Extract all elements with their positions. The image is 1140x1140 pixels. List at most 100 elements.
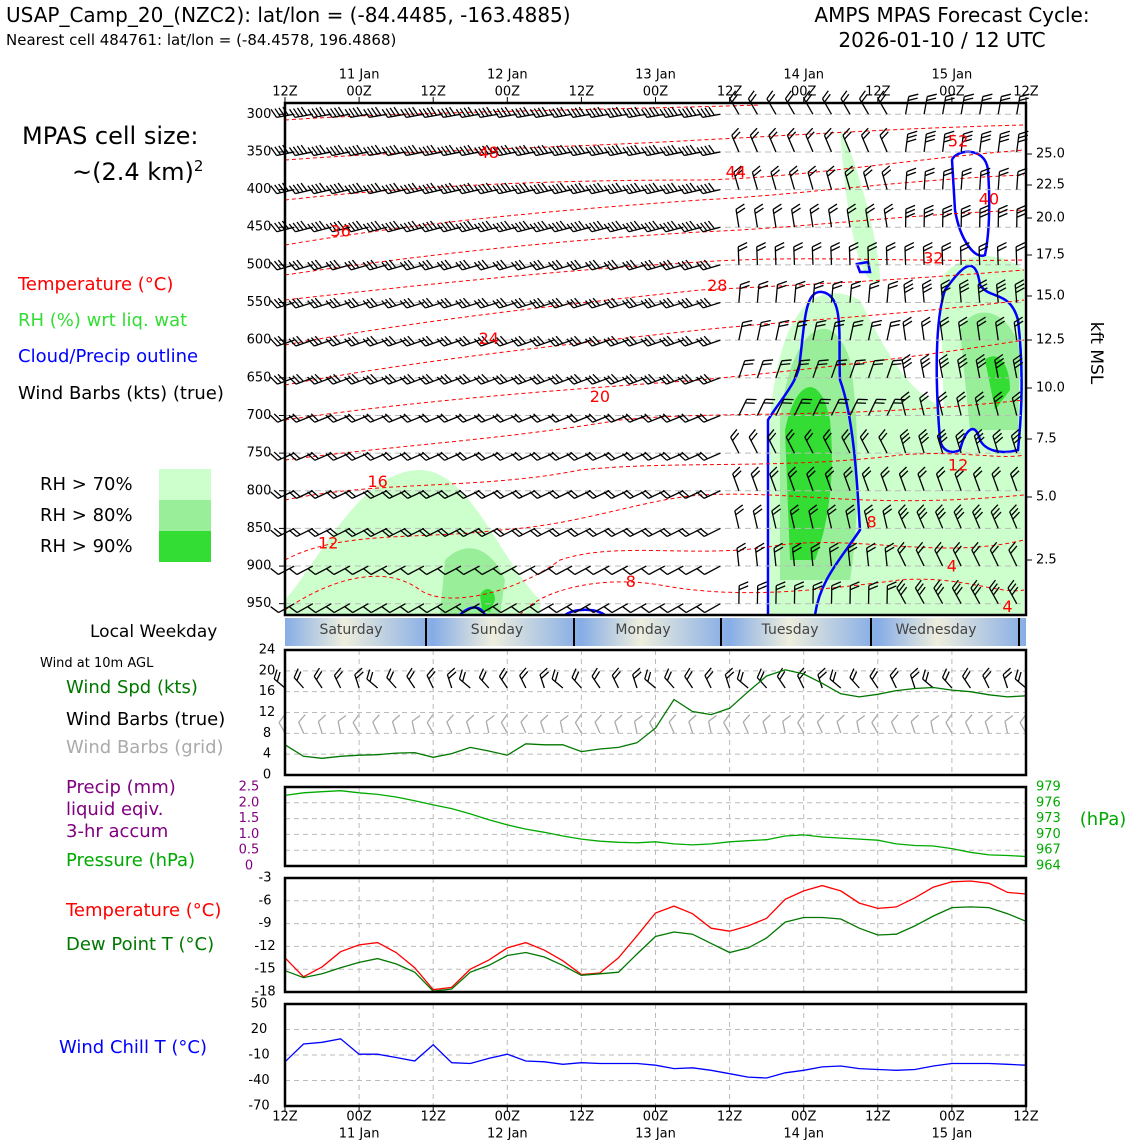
upper-wind-barb [529, 603, 554, 614]
barb-feather [311, 184, 319, 194]
barb-feather [381, 606, 391, 614]
barb-shaft [461, 113, 480, 119]
upper-wind-barb [511, 106, 536, 119]
barb-feather [399, 261, 408, 271]
barb-feather [566, 376, 575, 385]
upper-wind-barb [918, 428, 930, 454]
barb-feather [938, 432, 947, 441]
barb-feather [993, 432, 1002, 441]
upper-wind-barb [954, 466, 964, 491]
barb-shaft [666, 414, 684, 423]
barb-shaft [296, 490, 314, 499]
upper-wind-barb [897, 541, 907, 567]
grid-wind-barb [762, 714, 771, 734]
barb-shaft [278, 603, 295, 614]
upper-wind-barb [849, 280, 862, 303]
upper-wind-barb [803, 90, 814, 115]
barb-shaft [592, 527, 610, 538]
upper-wind-barb [951, 579, 963, 605]
barb-feather [905, 208, 916, 214]
barb-feather [943, 171, 954, 177]
barb-feather [319, 144, 326, 154]
barb-shaft [407, 490, 425, 499]
barb-feather [677, 529, 687, 537]
barb-feather [756, 241, 766, 248]
barb-feather [314, 297, 323, 306]
barb-shaft [886, 322, 892, 341]
barb-shaft [591, 226, 610, 233]
barb-feather [750, 466, 759, 475]
barb-feather [504, 144, 512, 154]
barb-feather [753, 508, 763, 516]
barb-feather [644, 489, 653, 498]
upper-wind-barb [923, 93, 937, 115]
barb-feather [329, 337, 338, 346]
barb-feather [589, 108, 596, 118]
barb-feather [430, 220, 438, 230]
upper-wind-barb [914, 579, 926, 605]
barb-feather [597, 106, 604, 116]
barb-feather [407, 183, 415, 193]
barb-feather [399, 185, 407, 195]
barb-feather [644, 222, 652, 232]
barb-feather [499, 335, 508, 344]
upper-wind-barb [916, 504, 928, 529]
upper-wind-barb [793, 280, 806, 303]
barb-feather [344, 567, 353, 576]
upper-wind-barb [344, 335, 369, 347]
barb-shaft [899, 435, 907, 454]
barb-feather [467, 144, 475, 154]
upper-wind-barb [381, 451, 406, 461]
barb-feather [603, 108, 611, 118]
barb-feather [273, 527, 283, 536]
barb-feather [529, 567, 539, 576]
barb-feather [537, 145, 545, 155]
barb-feather [444, 221, 452, 231]
barb-feather [1003, 671, 1013, 679]
barb-feather [325, 147, 333, 156]
barb-feather [547, 491, 557, 499]
barb-feather [366, 451, 375, 460]
barb-feather [735, 508, 744, 516]
barb-shaft [317, 721, 323, 734]
barb-feather [333, 107, 341, 117]
barb-feather [817, 363, 828, 366]
barb-feather [529, 300, 537, 309]
barb-feather [310, 413, 319, 422]
upper-wind-barb [941, 93, 956, 115]
barb-shaft [867, 360, 876, 379]
time-tick-label-top: 00Z [495, 85, 521, 100]
barb-shaft [903, 284, 907, 303]
barb-feather [344, 185, 352, 195]
barb-feather [644, 413, 653, 422]
barb-shaft [333, 675, 342, 689]
barb-feather [588, 222, 597, 232]
grid-wind-barb [485, 714, 495, 734]
barb-feather [622, 414, 631, 423]
barb-feather [951, 579, 959, 589]
barb-feather [775, 581, 786, 587]
upper-wind-barb [547, 451, 573, 461]
barb-feather [536, 373, 545, 382]
barb-feather [832, 671, 837, 682]
upper-wind-barb [381, 106, 406, 119]
barb-feather [351, 335, 360, 344]
barb-shaft [730, 436, 740, 454]
barb-feather [467, 220, 475, 230]
barb-feather [625, 451, 634, 460]
barb-feather [975, 511, 983, 520]
upper-wind-barb [812, 319, 827, 341]
barb-feather [496, 413, 505, 422]
barb-feather [980, 171, 991, 177]
upper-wind-barb [418, 335, 443, 347]
upper-wind-barb [325, 373, 351, 385]
barb-feather [927, 93, 937, 98]
barb-shaft [352, 603, 369, 614]
isotherm-label: 16 [367, 472, 387, 491]
upper-wind-barb [941, 241, 952, 265]
barb-feather [681, 413, 690, 422]
barb-feather [879, 93, 887, 103]
barb-feather [667, 107, 674, 117]
barb-feather [307, 300, 315, 309]
barb-feather [677, 223, 685, 233]
